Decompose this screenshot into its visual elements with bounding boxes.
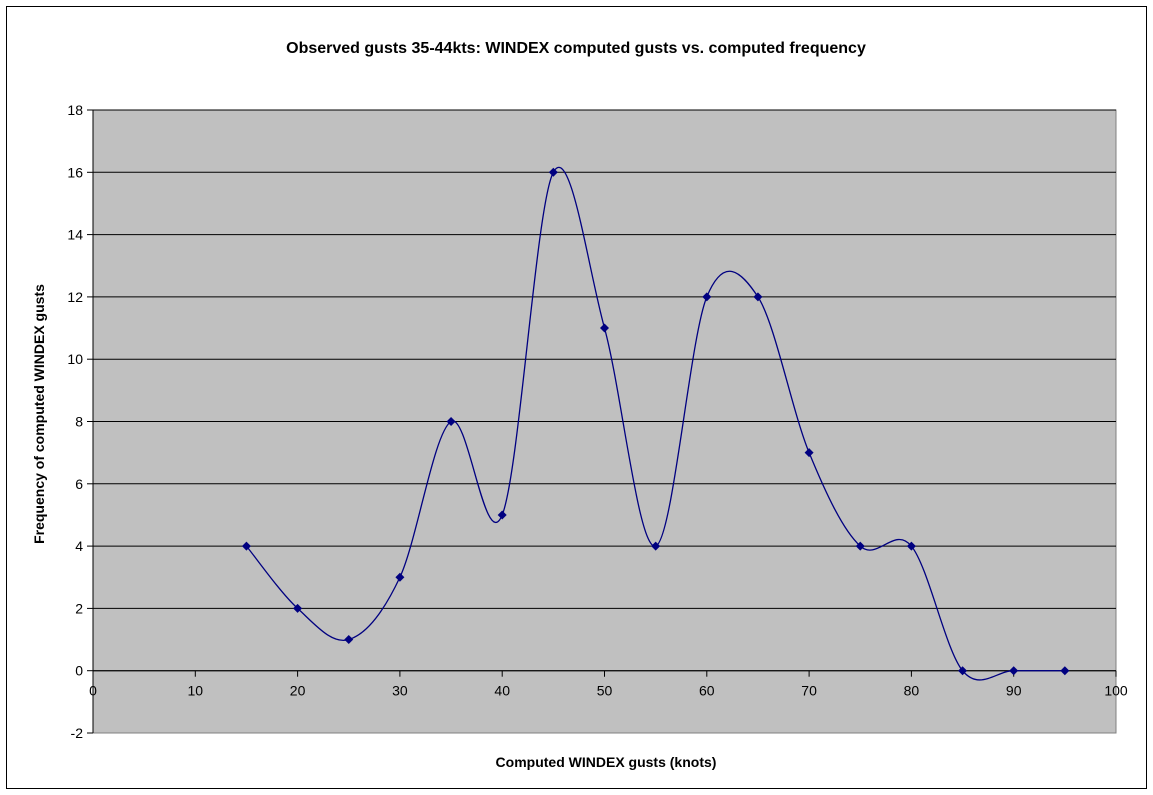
axes bbox=[87, 109, 1117, 734]
data-markers bbox=[241, 167, 1070, 676]
data-point bbox=[395, 572, 405, 582]
data-point bbox=[548, 167, 558, 177]
x-tick-label: 40 bbox=[494, 683, 510, 699]
data-point bbox=[1009, 666, 1019, 676]
data-point bbox=[855, 541, 865, 551]
y-axis-label: Frequency of computed WINDEX gusts bbox=[31, 284, 47, 544]
y-tick-label: 12 bbox=[67, 289, 83, 305]
chart-title: Observed gusts 35-44kts: WINDEX computed… bbox=[286, 40, 866, 57]
data-point bbox=[702, 292, 712, 302]
series-line bbox=[245, 166, 1065, 681]
y-tick-label: 4 bbox=[75, 538, 83, 554]
data-point bbox=[446, 417, 456, 426]
x-tick-label: 60 bbox=[699, 683, 715, 699]
x-tick-label: 0 bbox=[89, 683, 97, 699]
x-tick-labels: 0 10 20 30 40 50 60 70 80 90 100 bbox=[89, 683, 1128, 699]
x-tick-label: 10 bbox=[188, 683, 204, 699]
x-tick-label: 30 bbox=[392, 683, 408, 699]
data-point bbox=[804, 448, 814, 458]
gridlines bbox=[93, 109, 1116, 672]
y-tick-label: 8 bbox=[75, 414, 83, 430]
y-tick-label: 0 bbox=[75, 663, 83, 679]
x-tick-label: 80 bbox=[904, 683, 920, 699]
data-point bbox=[1060, 666, 1070, 676]
x-tick-label: 100 bbox=[1104, 683, 1128, 699]
data-point bbox=[600, 323, 609, 333]
data-point bbox=[293, 603, 303, 613]
x-tick-label: 70 bbox=[801, 683, 817, 699]
x-tick-label: 20 bbox=[290, 683, 306, 699]
data-point bbox=[497, 510, 507, 520]
y-tick-labels: -2 0 2 4 6 8 10 12 14 16 18 bbox=[67, 102, 83, 741]
x-tick-label: 90 bbox=[1006, 683, 1022, 699]
y-tick-label: 16 bbox=[67, 164, 83, 180]
y-tick-label: -2 bbox=[71, 725, 84, 741]
y-tick-label: 6 bbox=[75, 476, 83, 492]
y-tick-label: 2 bbox=[75, 600, 83, 616]
data-point bbox=[651, 541, 661, 551]
y-tick-label: 18 bbox=[67, 102, 83, 118]
y-tick-label: 10 bbox=[67, 351, 83, 367]
data-point bbox=[344, 635, 354, 645]
x-axis-label: Computed WINDEX gusts (knots) bbox=[496, 754, 717, 770]
data-point bbox=[958, 666, 968, 676]
data-point bbox=[241, 541, 251, 551]
x-tick-label: 50 bbox=[597, 683, 613, 699]
y-tick-label: 14 bbox=[67, 227, 83, 243]
data-point bbox=[753, 292, 763, 302]
data-point bbox=[906, 541, 916, 551]
